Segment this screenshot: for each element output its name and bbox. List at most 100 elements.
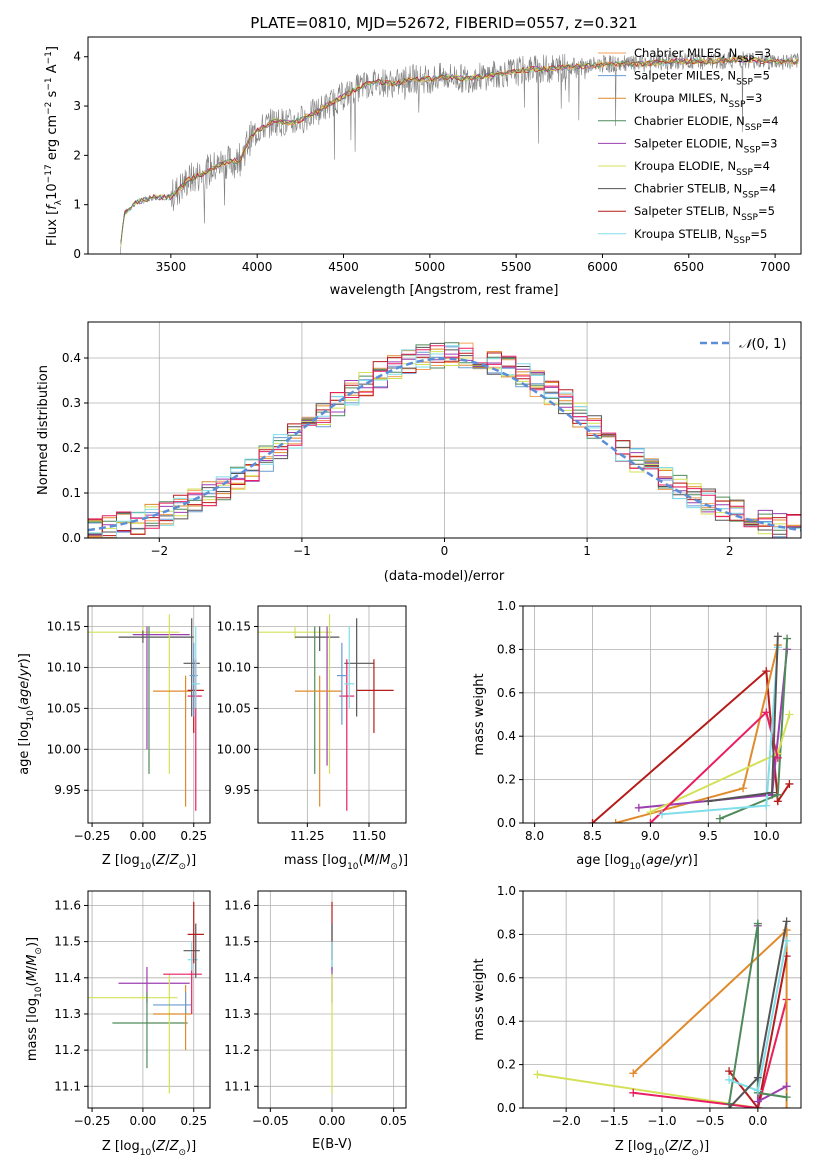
legend-entry: Kroupa STELIB, NSSP=5	[634, 227, 767, 246]
y-tick-label: 11.5	[224, 935, 251, 949]
weight-point-marker	[725, 1075, 734, 1084]
label-part: SSP	[745, 123, 762, 133]
label-part: M	[25, 970, 40, 981]
label-part: Chabrier MILES, N	[634, 46, 737, 60]
residuals-panel: −2 −1 0 1 2 0.0 0.1 0.2 0.3 0.4 (data-model)/error…	[36, 321, 802, 584]
label-part: ⊙	[691, 1148, 699, 1158]
y-tick-label: 0.8	[497, 642, 516, 656]
label-part: Chabrier ELODIE, N	[634, 114, 745, 128]
label-part: erg cm	[45, 115, 60, 164]
y-tick-label: 11.3	[224, 1007, 251, 1021]
label-part: SSP	[737, 55, 754, 65]
plot-area	[88, 342, 801, 538]
weight-vs-age-panel: 8.0 8.5 9.0 9.5 10.0 0.0 0.2 0.4 0.6 0.8 1.0 age [l…	[472, 599, 802, 872]
label-part: Z	[155, 853, 166, 868]
x-tick-label: −2	[150, 544, 168, 558]
x-tick-label: 7000	[760, 260, 791, 274]
y-tick-label: 1	[73, 198, 81, 212]
axes-frame	[522, 605, 802, 824]
x-tick-label: 3500	[156, 260, 187, 274]
label-part: SSP	[734, 236, 751, 246]
weight-point-marker	[725, 1104, 734, 1108]
y-axis-label: mass weight	[472, 673, 487, 755]
age-vs-z-panel: −0.25 0.00 0.25 9.95 10.00 10.05 10.10 10.15 Z […	[17, 605, 211, 872]
plot-area	[88, 614, 204, 811]
label-part: SSP	[736, 78, 753, 88]
x-tick-label: 1	[583, 544, 591, 558]
weight-point-marker	[785, 710, 794, 719]
label-part: s	[45, 90, 60, 101]
y-tick-label: 11.2	[224, 1043, 251, 1057]
label-part: ⊙	[178, 1148, 186, 1158]
x-tick-label: 0.00	[130, 829, 157, 843]
label-part: Chabrier STELIB, N	[634, 182, 742, 196]
y-tick-label: 10.10	[217, 660, 251, 674]
y-tick-label: 11.2	[54, 1043, 81, 1057]
weight-point-marker	[753, 919, 762, 928]
y-axis-label: age [log10(age/yr)]	[17, 653, 36, 775]
weight-point-marker	[785, 779, 794, 788]
plot-area	[588, 632, 794, 823]
x-axis-label: wavelength [Angstrom, rest frame]	[330, 283, 559, 298]
label-part: A	[45, 64, 60, 77]
label-part: yr	[674, 853, 690, 868]
legend-entry: Kroupa ELODIE, NSSP=4	[634, 159, 770, 178]
y-tick-label: 0.1	[62, 486, 81, 500]
x-axis-label: Z [log10(Z/Z⊙)]	[102, 1139, 196, 1158]
spectrum-model-line	[120, 56, 799, 245]
label-part: )]	[25, 937, 40, 947]
y-tick-label: 9.95	[54, 783, 81, 797]
y-tick-label: 9.95	[224, 783, 251, 797]
weight-point-marker	[634, 803, 643, 812]
label-part: /	[165, 1139, 170, 1154]
y-tick-label: 11.3	[54, 1007, 81, 1021]
label-part: =3	[754, 46, 771, 60]
weight-point-marker	[762, 667, 771, 676]
label-part: ⊙	[390, 862, 398, 872]
label-part: =3	[745, 91, 762, 105]
label-part: λ	[54, 199, 64, 205]
y-tick-label: 1.0	[497, 599, 516, 613]
weight-point-marker	[773, 632, 782, 641]
weight-point-marker	[753, 1086, 762, 1095]
label-part: SSP	[729, 100, 746, 110]
y-tick-label: 1.0	[497, 884, 516, 898]
label-part: =4	[759, 182, 776, 196]
label-part: )]	[699, 1139, 709, 1154]
x-tick-label: 0.25	[180, 829, 207, 843]
label-part: ⊙	[178, 862, 186, 872]
y-tick-label: 0.8	[497, 927, 516, 941]
plot-area	[88, 901, 204, 1094]
y-tick-label: 0.4	[62, 351, 81, 365]
label-part: SSP	[741, 213, 758, 223]
x-tick-label: 5000	[415, 260, 446, 274]
label-part: Salpeter MILES, N	[634, 69, 736, 83]
legend-entry: Chabrier ELODIE, NSSP=4	[634, 114, 779, 133]
weight-point-marker	[782, 1104, 791, 1108]
y-axis-label: mass [log10(M/M⊙)]	[25, 937, 44, 1061]
label-part: M	[25, 955, 40, 966]
axes-frame	[87, 36, 802, 255]
y-tick-label: 0.0	[497, 816, 516, 830]
label-part: −1	[44, 51, 54, 64]
spectrum-model-line	[120, 56, 799, 243]
y-tick-label: 0.0	[62, 531, 81, 545]
x-tick-label: 11.25	[290, 829, 324, 843]
label-part: SSP	[736, 168, 753, 178]
y-tick-label: 4	[73, 50, 81, 64]
x-tick-label: 0.00	[130, 1114, 157, 1128]
label-part: −1	[44, 77, 54, 90]
weight-series-line	[633, 999, 788, 1108]
x-tick-label: 0.05	[380, 1114, 407, 1128]
x-tick-label: −0.25	[74, 829, 111, 843]
label-part: /	[670, 853, 675, 868]
weight-point-marker	[658, 810, 666, 819]
label-part: 10	[347, 862, 359, 872]
y-tick-label: 11.1	[54, 1079, 81, 1093]
y-tick-label: 0.6	[497, 686, 516, 700]
label-part: Z [log	[102, 1139, 140, 1154]
x-axis-label: mass [log10(M/M⊙)]	[284, 853, 408, 872]
label-part: M	[379, 853, 390, 868]
weight-point-marker	[715, 814, 724, 823]
